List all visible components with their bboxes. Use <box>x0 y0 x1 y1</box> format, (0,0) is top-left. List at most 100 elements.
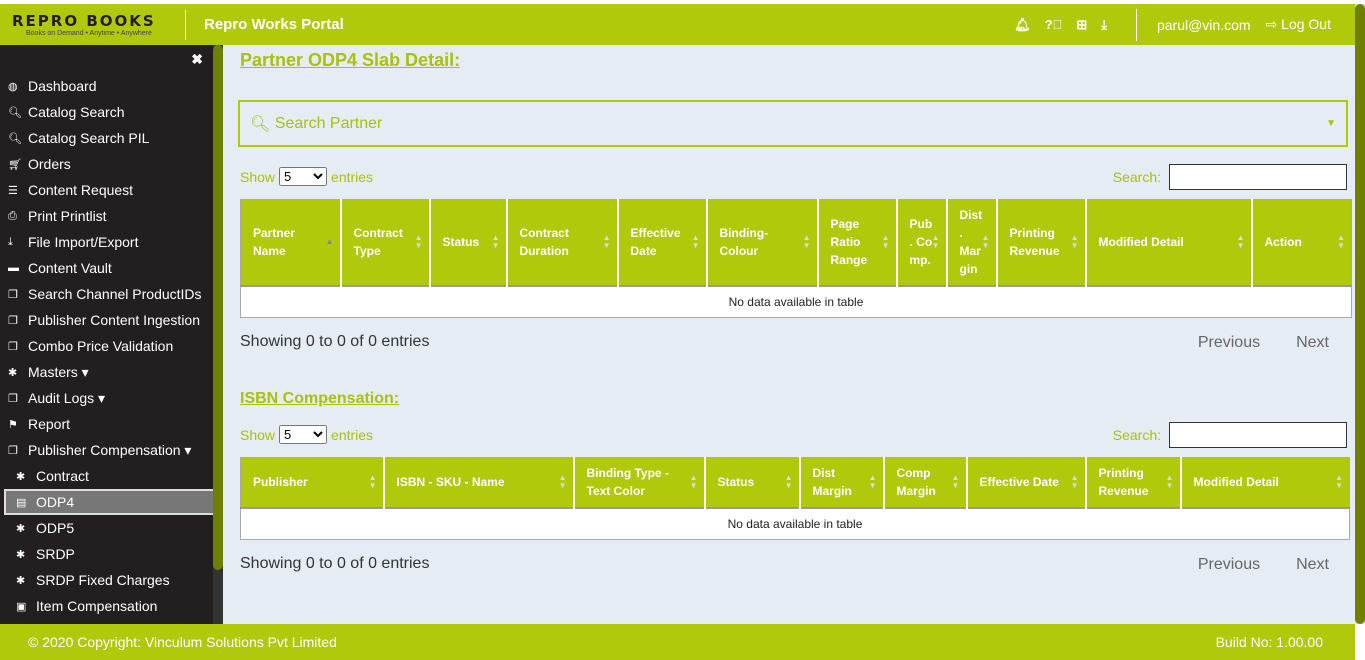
menu-icon: 🔍︎ <box>8 106 22 119</box>
sidebar-item-label: ODP5 <box>36 520 75 536</box>
previous-button[interactable]: Previous <box>1197 334 1261 351</box>
main-content: Partner ODP4 Slab Detail: 🔍︎ Search Part… <box>223 45 1355 624</box>
column-header[interactable]: Effective Date ▲ ▼ <box>965 457 1086 508</box>
section-title-odp4: Partner ODP4 Slab Detail: <box>240 50 461 70</box>
sort-icon: ▲ ▼ <box>951 473 960 491</box>
page-scrollbar[interactable] <box>1355 4 1365 624</box>
sidebar-item-item-compensation[interactable]: ▣ Item Compensation <box>0 593 213 619</box>
header-row: Partner Name ▲ Contract Type ▲ ▼ Status ▲ ▼ Cont… <box>240 199 1352 286</box>
menu-icon: ✱ <box>16 470 26 483</box>
sidebar-item-label: SRDP Fixed Charges <box>36 572 170 588</box>
column-header[interactable]: Publisher ▲ ▼ <box>240 457 384 508</box>
sort-icon: ▲ ▼ <box>368 473 377 491</box>
menu-icon: 🛒︎ <box>8 158 22 171</box>
download-icon[interactable]: ⤓ <box>1101 16 1107 32</box>
sidebar-item-catalog-search-pil[interactable]: 🔍︎ Catalog Search PIL <box>0 125 213 151</box>
logout-button[interactable]: ⇨ Log Out <box>1265 16 1331 32</box>
column-header[interactable]: Comp Margin ▲ ▼ <box>882 457 967 508</box>
section-title-isbn: ISBN Compensation: <box>240 390 400 407</box>
plus-square-icon[interactable]: ⊞ <box>1076 16 1088 32</box>
sidebar-item-odp5[interactable]: ✱ ODP5 <box>0 515 213 541</box>
copyright: © 2020 Copyright: Vinculum Solutions Pvt… <box>28 634 337 650</box>
entries-select[interactable]: 5 <box>279 425 328 444</box>
sort-icon: ▲ ▼ <box>802 233 811 251</box>
column-header[interactable]: ISBN - SKU - Name ▲ ▼ <box>382 457 574 508</box>
sidebar-item-audit-logs[interactable]: ❐ Audit Logs ▾ <box>0 385 213 411</box>
column-header[interactable]: Pub . Co mp. ▲ ▼ <box>895 199 947 286</box>
sidebar-item-publisher-compensation[interactable]: ❐ Publisher Compensation ▾ <box>0 437 213 463</box>
question-icon[interactable]: ?⃝ <box>1044 17 1063 32</box>
close-icon[interactable]: ✖ <box>191 51 203 67</box>
sidebar-item-label: Publisher Compensation ▾ <box>28 441 192 458</box>
sidebar-item-print-printlist[interactable]: ⎙ Print Printlist <box>0 203 213 229</box>
top-header: REPRO BOOKS Books on Demand • Anytime • … <box>0 4 1355 45</box>
menu-icon: ☰ <box>8 184 18 197</box>
next-button[interactable]: Next <box>1296 556 1329 573</box>
menu-icon: ▣ <box>16 600 27 613</box>
sidebar-item-combo-price-validation[interactable]: ❐ Combo Price Validation <box>0 333 213 359</box>
column-header[interactable]: Contract Type ▲ ▼ <box>339 199 430 286</box>
user-email[interactable]: parul@vin.com <box>1156 16 1251 33</box>
header-row: Publisher ▲ ▼ ISBN - SKU - Name ▲ ▼ Binding Ty… <box>240 457 1350 508</box>
menu-icon: ❐ <box>8 288 18 301</box>
sidebar-scrollbar[interactable] <box>213 45 223 624</box>
menu-icon: ✱ <box>8 366 18 379</box>
column-header[interactable]: Effective Date ▲ ▼ <box>616 199 707 286</box>
build-number: Build No: 1.00.00 <box>1215 634 1323 650</box>
sidebar-item-search-channel-productids[interactable]: ❐ Search Channel ProductIDs <box>0 281 213 307</box>
column-header[interactable]: Modified Detail ▲ ▼ <box>1179 457 1350 508</box>
sidebar-item-report[interactable]: ⚑ Report <box>0 411 213 437</box>
sidebar-item-odp4[interactable]: ▤ ODP4 <box>4 489 215 515</box>
sidebar-item-dashboard[interactable]: ◍ Dashboard <box>0 73 213 99</box>
previous-button[interactable]: Previous <box>1197 556 1261 573</box>
sidebar-item-label: Search Channel ProductIDs <box>28 286 202 302</box>
sidebar-item-srdp-fixed-charges[interactable]: ✱ SRDP Fixed Charges <box>0 567 213 593</box>
sidebar-item-contract[interactable]: ✱ Contract <box>0 463 213 489</box>
chevron-down-icon: ▼ <box>1326 118 1336 129</box>
column-header[interactable]: Printing Revenue ▲ ▼ <box>1084 457 1181 508</box>
sort-icon: ▲ ▼ <box>868 473 877 491</box>
odp4-slab-table: Partner Name ▲ Contract Type ▲ ▼ Status ▲ ▼ Cont… <box>240 199 1352 318</box>
sidebar-item-label: Combo Price Validation <box>28 338 174 354</box>
column-header[interactable]: Binding Type - Text Color ▲ ▼ <box>572 457 705 508</box>
divider <box>185 9 186 40</box>
bell-icon[interactable]: 🔔︎ <box>1014 16 1031 32</box>
sidebar-item-srdp[interactable]: ✱ SRDP <box>0 541 213 567</box>
column-header[interactable]: Dist . Mar gin ▲ ▼ <box>945 199 997 286</box>
sidebar-item-label: Audit Logs ▾ <box>28 389 106 406</box>
sidebar-item-label: Masters ▾ <box>28 363 89 380</box>
column-header[interactable]: Status ▲ ▼ <box>703 457 800 508</box>
column-header[interactable]: Dist Margin ▲ ▼ <box>798 457 884 508</box>
column-header[interactable]: Modified Detail ▲ ▼ <box>1084 199 1252 286</box>
sort-icon: ▲ ▼ <box>931 233 940 251</box>
sidebar-item-label: Content Request <box>28 182 134 198</box>
entries-select[interactable]: 5 <box>279 167 328 186</box>
column-header[interactable]: Action ▲ ▼ <box>1250 199 1352 286</box>
table-search-input[interactable] <box>1169 164 1347 190</box>
menu-icon: ⚑ <box>8 418 18 431</box>
table-search-input[interactable] <box>1169 422 1347 448</box>
sidebar-item-content-vault[interactable]: ▬ Content Vault <box>0 255 213 281</box>
sidebar-item-orders[interactable]: 🛒︎ Orders <box>0 151 213 177</box>
sort-icon: ▲ ▼ <box>1165 473 1174 491</box>
sidebar-item-masters[interactable]: ✱ Masters ▾ <box>0 359 213 385</box>
column-header[interactable]: Printing Revenue ▲ ▼ <box>995 199 1086 286</box>
sidebar-item-catalog-search[interactable]: 🔍︎ Catalog Search <box>0 99 213 125</box>
sort-icon: ▲ ▼ <box>691 233 700 251</box>
menu-icon: ❐ <box>8 392 18 405</box>
column-header[interactable]: Contract Duration ▲ ▼ <box>505 199 618 286</box>
search-partner-dropdown[interactable]: 🔍︎ Search Partner ▼ <box>238 100 1348 147</box>
sidebar-item-label: Catalog Search <box>28 104 125 120</box>
sidebar-item-file-import-export[interactable]: ⤓ File Import/Export <box>0 229 213 255</box>
column-header[interactable]: Binding-Colour ▲ ▼ <box>705 199 818 286</box>
sort-icon: ▲ ▼ <box>689 473 698 491</box>
sort-icon: ▲ ▼ <box>1335 473 1343 491</box>
sidebar-item-label: Content Vault <box>28 260 112 276</box>
next-button[interactable]: Next <box>1296 334 1329 351</box>
sidebar-item-content-request[interactable]: ☰ Content Request <box>0 177 213 203</box>
column-header[interactable]: Partner Name ▲ <box>240 199 341 286</box>
column-header[interactable]: Status ▲ ▼ <box>428 199 507 286</box>
sidebar-item-publisher-content-ingestion[interactable]: ❐ Publisher Content Ingestion <box>0 307 213 333</box>
column-header[interactable]: Page Ratio Range ▲ ▼ <box>816 199 897 286</box>
logo[interactable]: REPRO BOOKS Books on Demand • Anytime • … <box>12 12 156 37</box>
